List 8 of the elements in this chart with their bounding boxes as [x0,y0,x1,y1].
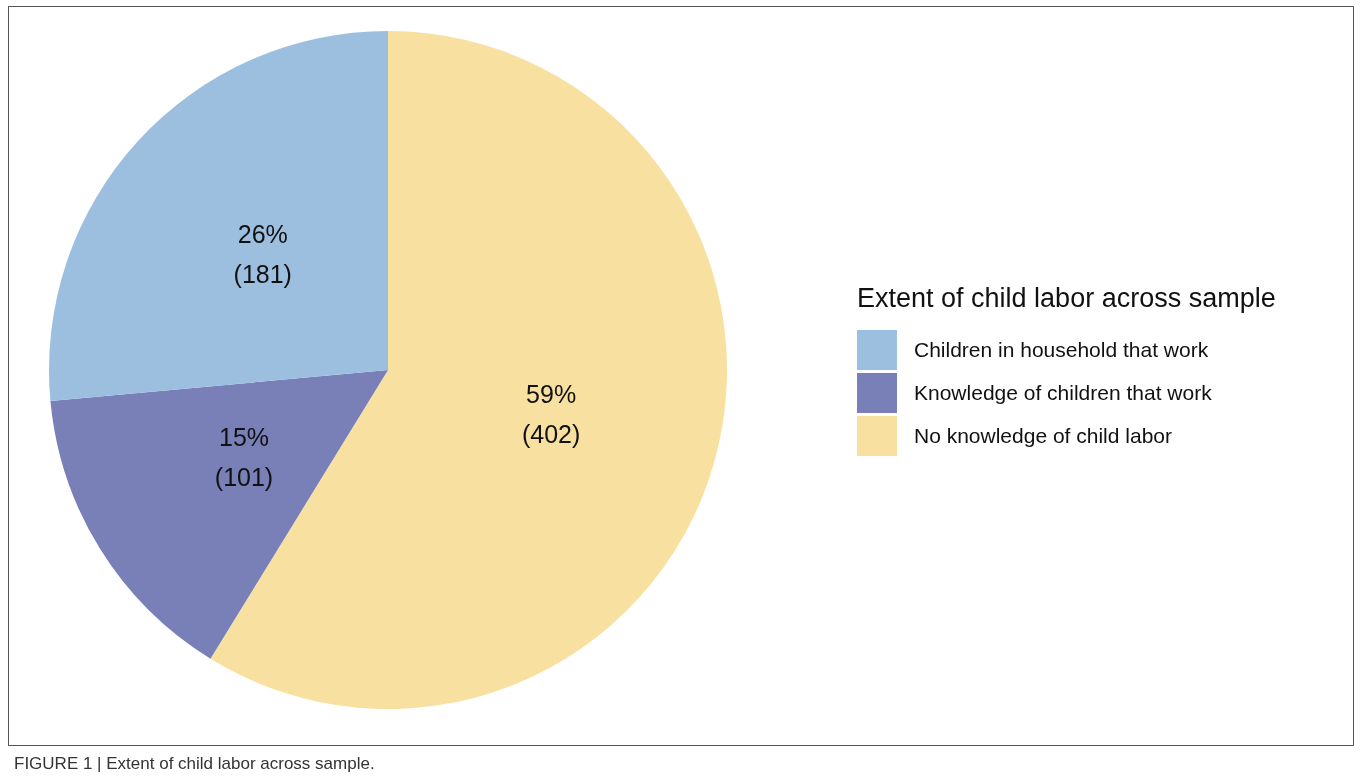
data-label: 59% (402) [521,380,581,449]
legend-label: Knowledge of children that work [914,380,1212,405]
legend-title: Extent of child labor across sample [857,283,1276,314]
data-label: 26% (181) [233,219,292,288]
caption: FIGURE 1 | Extent of child labor across sample. [14,754,375,774]
data-label: 15% (101) [214,423,274,492]
legend-label: Children in household that work [914,337,1209,362]
legend-label: No knowledge of child labor [914,423,1172,448]
